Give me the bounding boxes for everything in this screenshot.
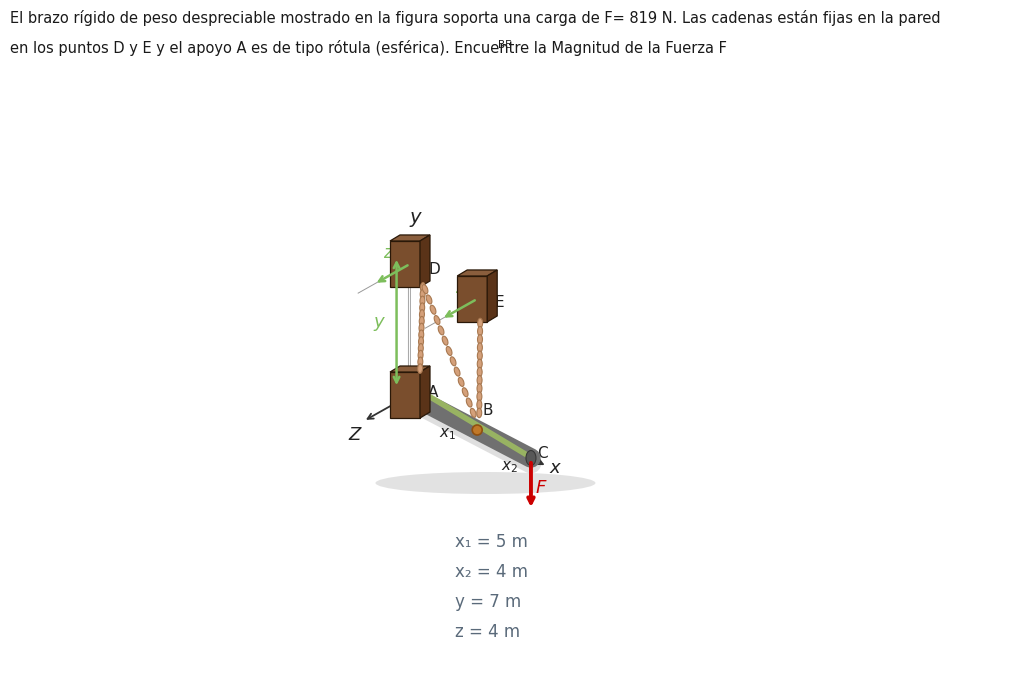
Ellipse shape	[477, 351, 482, 360]
Ellipse shape	[466, 398, 472, 407]
Ellipse shape	[419, 323, 424, 333]
Polygon shape	[420, 366, 430, 418]
Ellipse shape	[477, 359, 482, 369]
Ellipse shape	[455, 367, 460, 376]
Ellipse shape	[459, 377, 464, 386]
Ellipse shape	[477, 327, 482, 336]
Ellipse shape	[477, 408, 481, 418]
Ellipse shape	[420, 289, 425, 299]
Ellipse shape	[419, 337, 424, 347]
Ellipse shape	[438, 326, 444, 335]
Ellipse shape	[472, 425, 482, 435]
Polygon shape	[420, 235, 430, 287]
Ellipse shape	[419, 330, 424, 340]
Ellipse shape	[477, 400, 482, 410]
Text: z = 4 m: z = 4 m	[455, 623, 520, 641]
Ellipse shape	[477, 367, 482, 377]
Polygon shape	[390, 372, 420, 418]
Text: D: D	[429, 262, 440, 277]
Ellipse shape	[430, 306, 436, 314]
Ellipse shape	[418, 357, 423, 366]
Text: El brazo rígido de peso despreciable mostrado en la figura soporta una carga de : El brazo rígido de peso despreciable mos…	[10, 10, 941, 26]
Text: F: F	[536, 479, 547, 497]
Ellipse shape	[477, 335, 482, 344]
Text: B: B	[482, 403, 493, 418]
Text: C: C	[537, 447, 548, 462]
Text: z: z	[383, 244, 391, 262]
Ellipse shape	[462, 388, 468, 397]
Ellipse shape	[376, 472, 596, 494]
Ellipse shape	[426, 295, 432, 304]
Text: y: y	[374, 314, 385, 332]
Ellipse shape	[419, 344, 423, 353]
Ellipse shape	[477, 392, 482, 401]
Text: y = 7 m: y = 7 m	[455, 593, 521, 611]
Text: BE: BE	[498, 40, 512, 50]
Ellipse shape	[477, 319, 482, 328]
Text: E: E	[495, 295, 504, 310]
Ellipse shape	[420, 296, 425, 306]
Ellipse shape	[422, 284, 428, 294]
Ellipse shape	[442, 336, 447, 345]
Ellipse shape	[477, 384, 482, 393]
Ellipse shape	[421, 283, 425, 292]
Ellipse shape	[420, 303, 425, 312]
Text: en los puntos D y E y el apoyo A es de tipo rótula (esférica). Encuentre la Magn: en los puntos D y E y el apoyo A es de t…	[10, 40, 727, 56]
Polygon shape	[457, 270, 498, 276]
Polygon shape	[457, 276, 487, 322]
Text: A: A	[428, 386, 438, 401]
Ellipse shape	[419, 316, 424, 326]
Ellipse shape	[420, 310, 424, 319]
Polygon shape	[390, 235, 430, 241]
Polygon shape	[487, 270, 498, 322]
Ellipse shape	[418, 364, 423, 373]
Ellipse shape	[451, 357, 456, 366]
Ellipse shape	[477, 375, 482, 385]
Ellipse shape	[526, 451, 536, 466]
Text: y: y	[410, 208, 421, 227]
Ellipse shape	[477, 342, 482, 352]
Text: x: x	[550, 459, 560, 477]
Text: $x_2$: $x_2$	[501, 460, 517, 475]
Text: $x_1$: $x_1$	[439, 426, 456, 442]
Ellipse shape	[418, 350, 423, 360]
Ellipse shape	[434, 316, 440, 325]
Polygon shape	[390, 241, 420, 287]
Text: z: z	[455, 279, 464, 297]
Polygon shape	[390, 366, 430, 372]
Ellipse shape	[470, 408, 476, 417]
Text: Z: Z	[348, 425, 360, 444]
Text: x₂ = 4 m: x₂ = 4 m	[455, 563, 528, 581]
Text: x₁ = 5 m: x₁ = 5 m	[455, 533, 528, 551]
Ellipse shape	[446, 347, 452, 356]
